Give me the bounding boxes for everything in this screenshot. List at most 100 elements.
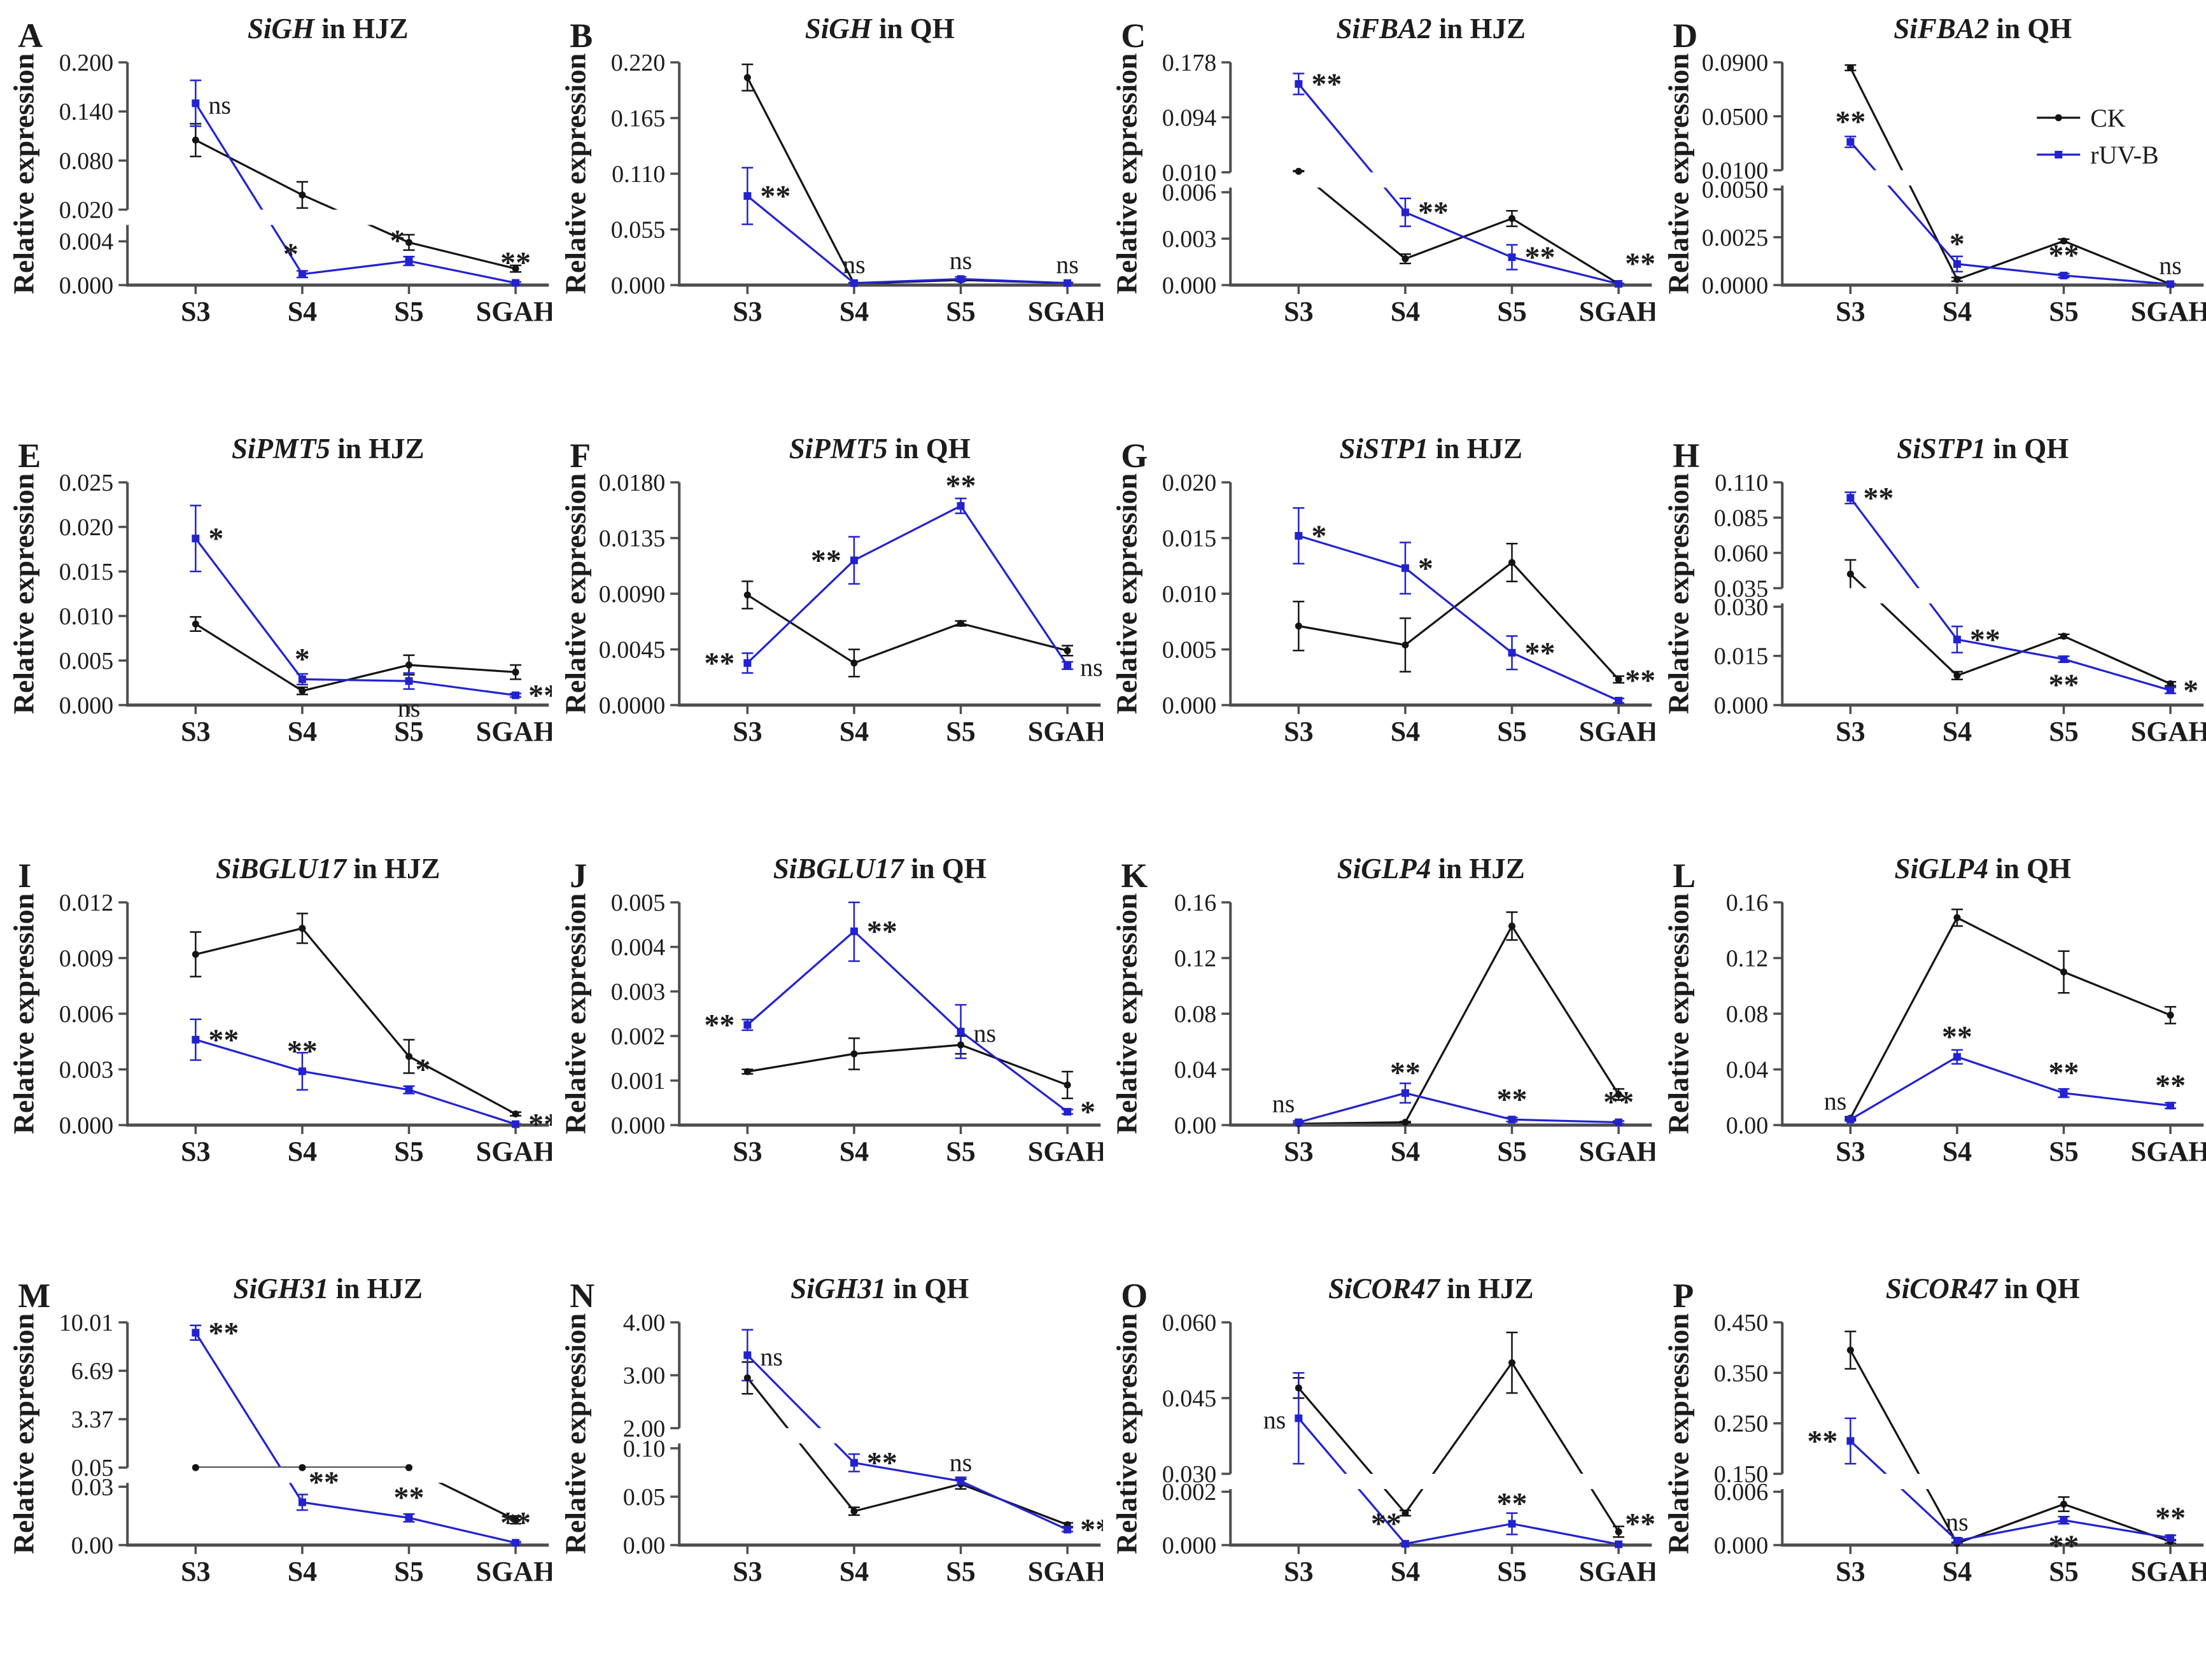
axis-break-band (1783, 588, 2203, 604)
ck-point (1295, 622, 1302, 630)
significance-label: ** (1497, 1487, 1528, 1520)
ck-series (741, 63, 1073, 285)
ruvb-point (405, 677, 413, 685)
ruvb-point (1508, 1116, 1516, 1124)
ruvb-point (1953, 1053, 1961, 1061)
ruvb-series (1293, 1082, 1625, 1125)
x-tick-label: S5 (946, 1136, 975, 1167)
ruvb-point (957, 1028, 965, 1035)
ck-series (1844, 1331, 2176, 1545)
significance-label: ** (1497, 1082, 1528, 1116)
y-axis-label: Relative expression (1110, 473, 1142, 715)
x-tick-label: SGAH (1027, 716, 1103, 747)
y-tick-label: 10.01 (59, 1310, 114, 1336)
ck-point (1402, 641, 1409, 648)
series-layer (741, 498, 1073, 678)
significance-label: ** (2048, 1056, 2079, 1090)
y-tick-label: 0.05 (71, 1455, 114, 1481)
y-tick-label: 0.200 (59, 50, 114, 76)
y-tick-label: 0.178 (1162, 50, 1217, 76)
x-tick-label: SGAH (476, 1556, 552, 1587)
ck-series (741, 580, 1073, 678)
ruvb-series (1293, 507, 1625, 704)
ck-point (405, 1053, 413, 1060)
ruvb-point (2060, 271, 2068, 279)
ruvb-point (957, 275, 965, 283)
significance-label: ** (1941, 1020, 1972, 1054)
y-tick-label: 0.10 (622, 1436, 665, 1462)
panel-title: SiSTP1 in QH (1897, 433, 2069, 465)
y-tick-label: 0.030 (1162, 1461, 1217, 1488)
x-tick-label: S3 (1284, 1556, 1313, 1587)
ruvb-point (1063, 279, 1071, 287)
ruvb-point (2166, 1102, 2174, 1110)
chart-N: N SiGH31 in QH Relative expression 0.00 0.05… (559, 1273, 1103, 1587)
axes: 0.000 0.003 0.006 0.009 0.012 S3 S4 S5 SGAH (59, 890, 552, 1167)
panel-letter: M (18, 1277, 50, 1315)
y-tick-label: 0.0100 (1701, 158, 1768, 185)
ck-point (1295, 167, 1302, 175)
x-tick-label: S3 (1284, 1136, 1313, 1167)
ruvb-point (298, 675, 306, 683)
y-tick-label: 0.16 (1174, 890, 1217, 916)
series-layer (1844, 908, 2176, 1122)
legend: CK rUV-B (2036, 104, 2158, 169)
ck-point (192, 1464, 199, 1471)
y-tick-label: 0.0500 (1701, 104, 1768, 130)
ck-series (190, 913, 522, 1117)
x-tick-label: S3 (181, 716, 210, 747)
significance-label: ** (1311, 67, 1342, 101)
ck-point (850, 659, 857, 667)
y-tick-label: 0.003 (610, 979, 665, 1005)
significance-label: ** (309, 1466, 339, 1499)
ck-point (2060, 237, 2067, 245)
ruvb-point (1953, 260, 1961, 268)
ck-point (2060, 968, 2067, 976)
y-tick-label: 0.080 (59, 148, 114, 174)
y-axis-label: Relative expression (559, 53, 591, 295)
y-tick-label: 0.000 (1713, 692, 1768, 719)
significance-label: * (1080, 1095, 1095, 1129)
y-tick-label: 0.025 (59, 470, 114, 496)
y-tick-label: 0.000 (610, 272, 665, 299)
ruvb-point (1508, 1520, 1516, 1528)
panel-C: C SiFBA2 in HJZ Relative expression 0.000 0.… (1103, 0, 1654, 420)
markers (1846, 1347, 2174, 1547)
ck-point (405, 1464, 413, 1471)
ck-point (1508, 214, 1516, 222)
panel-P: P SiCOR47 in QH Relative expression 0.000 0.… (1655, 1260, 2206, 1680)
significance-label: ns (1823, 1086, 1846, 1115)
panel-title: SiGH31 in HJZ (233, 1273, 423, 1305)
ck-point (1402, 1509, 1409, 1517)
ruvb-point (1846, 494, 1854, 502)
panel-F: F SiPMT5 in QH Relative expression 0.0000 0.… (552, 420, 1103, 840)
axes: 0.000 0.005 0.010 0.015 0.020 0.025 S3 S4 S5 SGAH (59, 470, 552, 747)
significance-label: ns (2159, 251, 2182, 279)
x-tick-label: S4 (1942, 1556, 1971, 1587)
x-tick-label: S5 (2049, 1136, 2078, 1167)
significance-label: ** (1390, 1056, 1421, 1090)
ruvb-point (512, 279, 520, 287)
panel-title: SiGH in QH (804, 13, 954, 45)
ck-point (743, 74, 751, 81)
axis-break-band (1783, 1473, 2203, 1489)
ck-point (1615, 1528, 1622, 1536)
x-tick-label: SGAH (476, 296, 552, 327)
y-tick-label: 0.020 (59, 197, 114, 223)
panel-letter: I (18, 857, 31, 895)
y-tick-label: 6.69 (71, 1358, 114, 1385)
panel-letter: J (570, 857, 587, 895)
y-tick-label: 0.055 (610, 217, 665, 244)
x-tick-label: S5 (394, 1556, 423, 1587)
ck-point (1615, 676, 1622, 683)
y-tick-label: 3.37 (71, 1406, 114, 1433)
panel-letter: O (1121, 1277, 1148, 1315)
ck-point (299, 925, 306, 932)
x-tick-label: SGAH (476, 1136, 552, 1167)
significance-label: * (416, 1053, 431, 1087)
significance-label: ns (208, 90, 231, 119)
